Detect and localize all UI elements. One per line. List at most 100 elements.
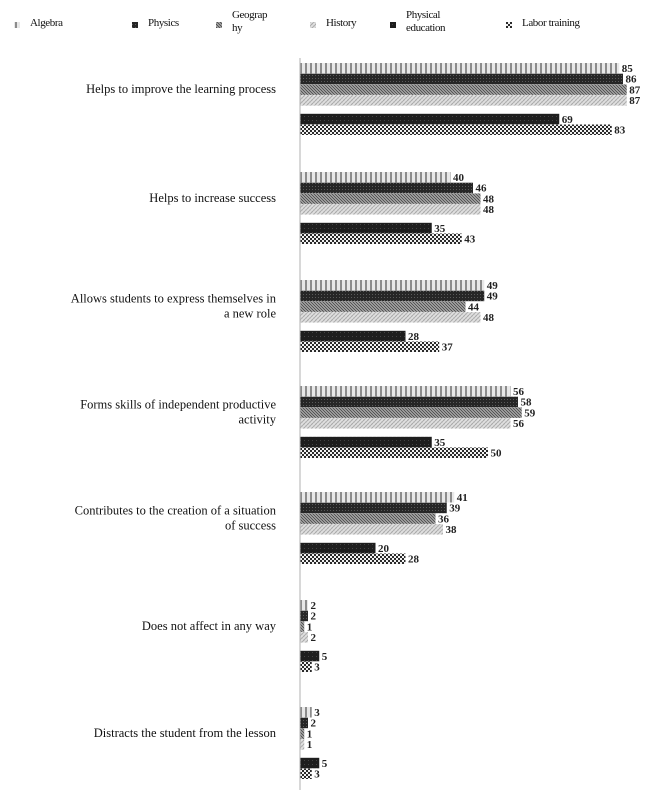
legend-label: Physical education — [406, 9, 446, 34]
bar-algebra — [300, 280, 485, 291]
category-label: Helps to improve the learning process — [86, 82, 276, 96]
bar-physical-education — [300, 330, 406, 342]
category-group-5: Contributes to the creation of a situati… — [75, 492, 468, 566]
category-group-3: Allows students to express themselves in… — [71, 280, 498, 354]
bar-labor-training — [300, 447, 488, 458]
data-label: 69 — [562, 114, 574, 126]
legend-item-physical-education: Physical education — [390, 9, 446, 34]
legend-label: History — [326, 17, 357, 29]
data-label: 41 — [457, 492, 468, 504]
bar-history — [300, 739, 305, 750]
legend-swatch — [310, 22, 316, 28]
bar-algebra — [300, 492, 455, 503]
data-label: 35 — [434, 223, 446, 235]
legend-item-algebra: Algebra — [14, 17, 64, 29]
bar-physics — [300, 717, 308, 729]
data-label: 5 — [322, 651, 328, 663]
bar-physical-education — [300, 757, 320, 769]
bar-physical-education — [300, 650, 320, 662]
data-label: 3 — [314, 707, 320, 719]
category-label: Allows students to express themselves in… — [71, 292, 277, 321]
bar-history — [300, 95, 627, 106]
bar-geograp-hy — [300, 193, 481, 204]
bar-geograp-hy — [300, 621, 305, 632]
bar-labor-training — [300, 233, 462, 244]
legend-swatch — [132, 22, 138, 28]
data-label: 2 — [311, 632, 317, 644]
bar-labor-training — [300, 341, 440, 352]
data-label: 1 — [307, 621, 313, 633]
data-label: 87 — [629, 95, 641, 107]
bar-geograp-hy — [300, 728, 305, 739]
bar-physical-education — [300, 222, 432, 234]
bar-physics — [300, 73, 623, 85]
bar-geograp-hy — [300, 301, 466, 312]
data-label: 85 — [622, 63, 634, 75]
legend-label: Algebra — [30, 17, 63, 29]
legend-swatch — [390, 22, 396, 28]
legend-item-geograp-hy: Geograp hy — [216, 9, 268, 34]
data-label: 28 — [408, 554, 420, 566]
data-label: 83 — [614, 125, 626, 137]
data-label: 56 — [513, 386, 525, 398]
bar-algebra — [300, 600, 308, 611]
data-label: 59 — [524, 407, 536, 419]
data-label: 2 — [311, 600, 317, 612]
category-group-7: Distracts the student from the lesson 32 1… — [94, 707, 328, 781]
data-label: 1 — [307, 739, 313, 751]
category-group-1: Helps to improve the learning process858… — [86, 63, 641, 137]
bar-physical-education — [300, 113, 560, 125]
data-label: 49 — [487, 280, 499, 292]
category-label: Distracts the student from the lesson — [94, 726, 277, 740]
data-label: 2 — [311, 718, 317, 730]
legend-swatch — [506, 22, 512, 28]
bar-geograp-hy — [300, 84, 627, 95]
data-label: 43 — [464, 234, 476, 246]
bar-physics — [300, 502, 447, 514]
data-label: 48 — [483, 204, 495, 216]
data-label: 36 — [438, 513, 450, 525]
legend-item-history: History — [310, 17, 358, 29]
category-label: Does not affect in any way — [142, 619, 277, 633]
data-label: 56 — [513, 418, 525, 430]
legend-swatch — [216, 22, 222, 28]
bar-physics — [300, 290, 485, 302]
bar-labor-training — [300, 768, 312, 779]
bar-history — [300, 204, 481, 215]
category-label: Helps to increase success — [149, 191, 276, 205]
plot-area: Helps to improve the learning process858… — [71, 58, 641, 790]
bar-history — [300, 632, 308, 643]
data-label: 58 — [521, 397, 533, 409]
bar-history — [300, 524, 443, 535]
bar-physics — [300, 396, 518, 408]
legend: Algebra Physics Geograp hy History Physical ed… — [14, 9, 581, 34]
data-label: 46 — [476, 183, 488, 195]
data-label: 5 — [322, 758, 328, 770]
bar-algebra — [300, 707, 312, 718]
data-label: 50 — [491, 448, 503, 460]
bar-physics — [300, 182, 473, 194]
data-label: 87 — [629, 84, 641, 96]
data-label: 28 — [408, 331, 420, 343]
data-label: 44 — [468, 301, 480, 313]
bar-physical-education — [300, 436, 432, 448]
category-group-4: Forms skills of independent productive ac… — [80, 386, 536, 460]
category-label: Forms skills of independent productive ac… — [80, 398, 277, 427]
legend-label: Geograp hy — [232, 9, 268, 34]
legend-swatch — [14, 22, 20, 28]
data-label: 37 — [442, 342, 454, 354]
bar-algebra — [300, 172, 451, 183]
bar-history — [300, 418, 511, 429]
data-label: 20 — [378, 543, 390, 555]
data-label: 86 — [626, 74, 638, 86]
bar-geograp-hy — [300, 513, 436, 524]
category-label: Contributes to the creation of a situati… — [75, 504, 277, 533]
bar-algebra — [300, 386, 511, 397]
data-label: 35 — [434, 437, 446, 449]
bar-labor-training — [300, 661, 312, 672]
data-label: 40 — [453, 172, 465, 184]
data-label: 48 — [483, 193, 495, 205]
